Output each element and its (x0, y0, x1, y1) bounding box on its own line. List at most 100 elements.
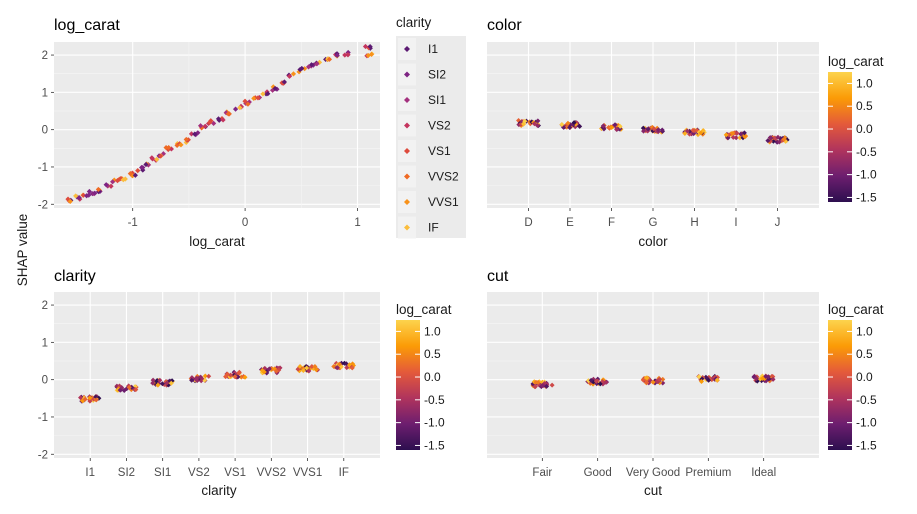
data-point (251, 95, 257, 101)
legend-label: VVS1 (428, 195, 459, 209)
x-tick-label: 0 (242, 217, 248, 229)
data-point (150, 380, 156, 386)
data-point (404, 46, 410, 52)
data-point (600, 123, 606, 129)
data-point (640, 125, 646, 131)
data-point (67, 198, 73, 204)
x-tick-label: H (690, 217, 698, 229)
colorbar-tick-label: -1.0 (424, 416, 445, 430)
data-point (614, 127, 620, 133)
x-tick-label: SI1 (154, 467, 171, 479)
data-point (316, 59, 323, 66)
data-point (149, 155, 155, 161)
data-point (404, 173, 410, 180)
colorbar-gradient (828, 320, 852, 450)
colorbar-tick-label: -0.5 (856, 393, 877, 407)
data-point (564, 124, 570, 130)
colorbar-tick-label: 0.0 (856, 122, 873, 136)
colorbar-cut-panel: log_carat 1.0 0.5 0.0 -0.5 -1.0 -1.5 (828, 302, 884, 452)
data-point (242, 98, 248, 104)
y-tick-label: 1 (42, 337, 48, 349)
legend-label: VS2 (428, 119, 451, 133)
data-point (78, 395, 84, 401)
x-tick-label: VS1 (224, 467, 246, 479)
data-point (597, 381, 603, 387)
data-point (265, 91, 271, 97)
data-point (603, 379, 609, 385)
data-point (733, 135, 739, 141)
data-point (737, 135, 743, 141)
data-point (155, 382, 161, 388)
data-point (232, 106, 239, 112)
panel-color: color D E F G H I J color (487, 17, 819, 249)
data-point (588, 377, 594, 383)
data-point (87, 398, 93, 404)
x-tick-label: 1 (354, 217, 360, 229)
panel-title-clarity: clarity (54, 268, 96, 285)
colorbar-tick-label: -1.5 (856, 438, 877, 452)
y-ticks-clarity: 2 1 0 -1 -2 (38, 300, 54, 461)
x-ticks-log-carat: -1 0 1 (128, 208, 361, 229)
colorbar-tick-label: -1.0 (856, 168, 877, 182)
clarity-legend: clarity I1 SI2 SI1 VS2 VS1 VVS2 VVS1 IF (396, 15, 466, 239)
data-point (730, 134, 736, 140)
x-tick-label: D (524, 217, 532, 229)
plot-background-log-carat (54, 42, 380, 208)
y-ticks-log-carat: 2 1 0 -1 -2 (38, 50, 54, 211)
data-point (197, 123, 204, 129)
data-point (644, 380, 650, 386)
grid-clarity (54, 292, 380, 458)
data-point (768, 135, 774, 141)
colorbar-title-color: log_carat (828, 54, 884, 69)
data-point (640, 377, 646, 383)
data-point (305, 64, 312, 70)
data-point (65, 196, 71, 202)
colorbar-gradient (396, 320, 420, 450)
data-point (168, 380, 174, 386)
data-point (304, 365, 310, 371)
data-point (544, 383, 550, 389)
data-point (645, 126, 651, 132)
data-point (612, 122, 618, 128)
y-tick-label: -1 (38, 162, 48, 174)
data-point (775, 134, 781, 140)
y-tick-label: 2 (42, 50, 48, 62)
y-tick-label: 0 (42, 125, 48, 137)
data-point (202, 123, 208, 129)
data-point (236, 370, 242, 376)
colorbar-tick-label: 0.5 (424, 347, 441, 361)
data-point (189, 377, 195, 383)
data-point (103, 182, 109, 188)
data-point (404, 122, 410, 129)
y-tick-label: 0 (42, 375, 48, 387)
legend-label: VVS2 (428, 170, 459, 184)
data-point (297, 364, 303, 370)
data-point (776, 139, 782, 145)
colorbar-title-cut: log_carat (828, 302, 884, 317)
data-point (404, 199, 410, 205)
data-point (686, 131, 692, 137)
data-point (691, 131, 697, 137)
data-point (365, 52, 371, 59)
colorbar-clarity-panel: log_carat 1.0 0.5 0.0 -0.5 -1.0 -1.5 (396, 302, 452, 452)
data-point (404, 148, 410, 154)
x-tick-label: F (608, 217, 615, 229)
data-point (245, 101, 251, 107)
data-point (571, 120, 577, 126)
x-tick-label: Very Good (626, 467, 680, 479)
x-tick-label: -1 (128, 217, 138, 229)
data-point (336, 361, 342, 367)
data-point (157, 377, 163, 383)
data-point (92, 190, 98, 196)
x-tick-label: VVS2 (257, 467, 286, 479)
y-tick-label: -1 (38, 412, 48, 424)
colorbar-tick-label: 1.0 (856, 324, 873, 338)
data-point (135, 168, 141, 174)
colorbar-tick-label: -1.5 (424, 438, 445, 452)
data-point (259, 368, 265, 374)
colorbar-tick-label: 0.5 (856, 347, 873, 361)
data-point (215, 116, 222, 122)
data-point (154, 156, 160, 162)
data-point (266, 366, 272, 372)
legend-label: VS1 (428, 144, 451, 158)
